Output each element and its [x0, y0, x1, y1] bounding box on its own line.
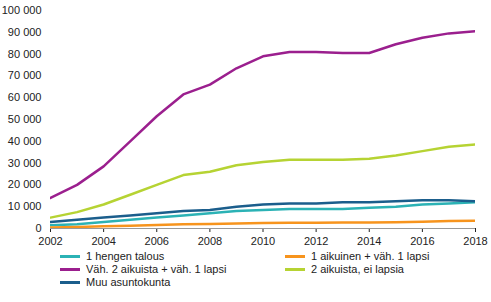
svg-text:80 000: 80 000 — [8, 48, 42, 60]
svg-text:10 000: 10 000 — [8, 200, 42, 212]
html-text:Muu asuntokunta: Muu asuntokunta — [86, 276, 171, 288]
svg-text:20 000: 20 000 — [8, 178, 42, 190]
svg-text:70 000: 70 000 — [8, 69, 42, 81]
svg-text:2010: 2010 — [251, 235, 275, 247]
svg-text:2008: 2008 — [198, 235, 222, 247]
html-text:Väh. 2 aikuista + väh. 1 lapsi: Väh. 2 aikuista + väh. 1 lapsi — [86, 263, 227, 275]
html-text:1 hengen talous: 1 hengen talous — [86, 250, 165, 262]
svg-text:100 000: 100 000 — [2, 4, 42, 16]
svg-text:2016: 2016 — [410, 235, 434, 247]
html-text:1 aikuinen + väh. 1 lapsi: 1 aikuinen + väh. 1 lapsi — [311, 250, 430, 262]
svg-text:0: 0 — [35, 222, 41, 234]
svg-text:2002: 2002 — [38, 235, 62, 247]
svg-text:60 000: 60 000 — [8, 91, 42, 103]
svg-text:2018: 2018 — [463, 235, 487, 247]
svg-text:2012: 2012 — [304, 235, 328, 247]
svg-text:2004: 2004 — [91, 235, 115, 247]
svg-text:50 000: 50 000 — [8, 113, 42, 125]
svg-text:30 000: 30 000 — [8, 157, 42, 169]
html-text:2 aikuista, ei lapsia: 2 aikuista, ei lapsia — [311, 263, 404, 275]
svg-text:90 000: 90 000 — [8, 26, 42, 38]
svg-text:2014: 2014 — [357, 235, 381, 247]
svg-text:40 000: 40 000 — [8, 135, 42, 147]
svg-text:2006: 2006 — [145, 235, 169, 247]
